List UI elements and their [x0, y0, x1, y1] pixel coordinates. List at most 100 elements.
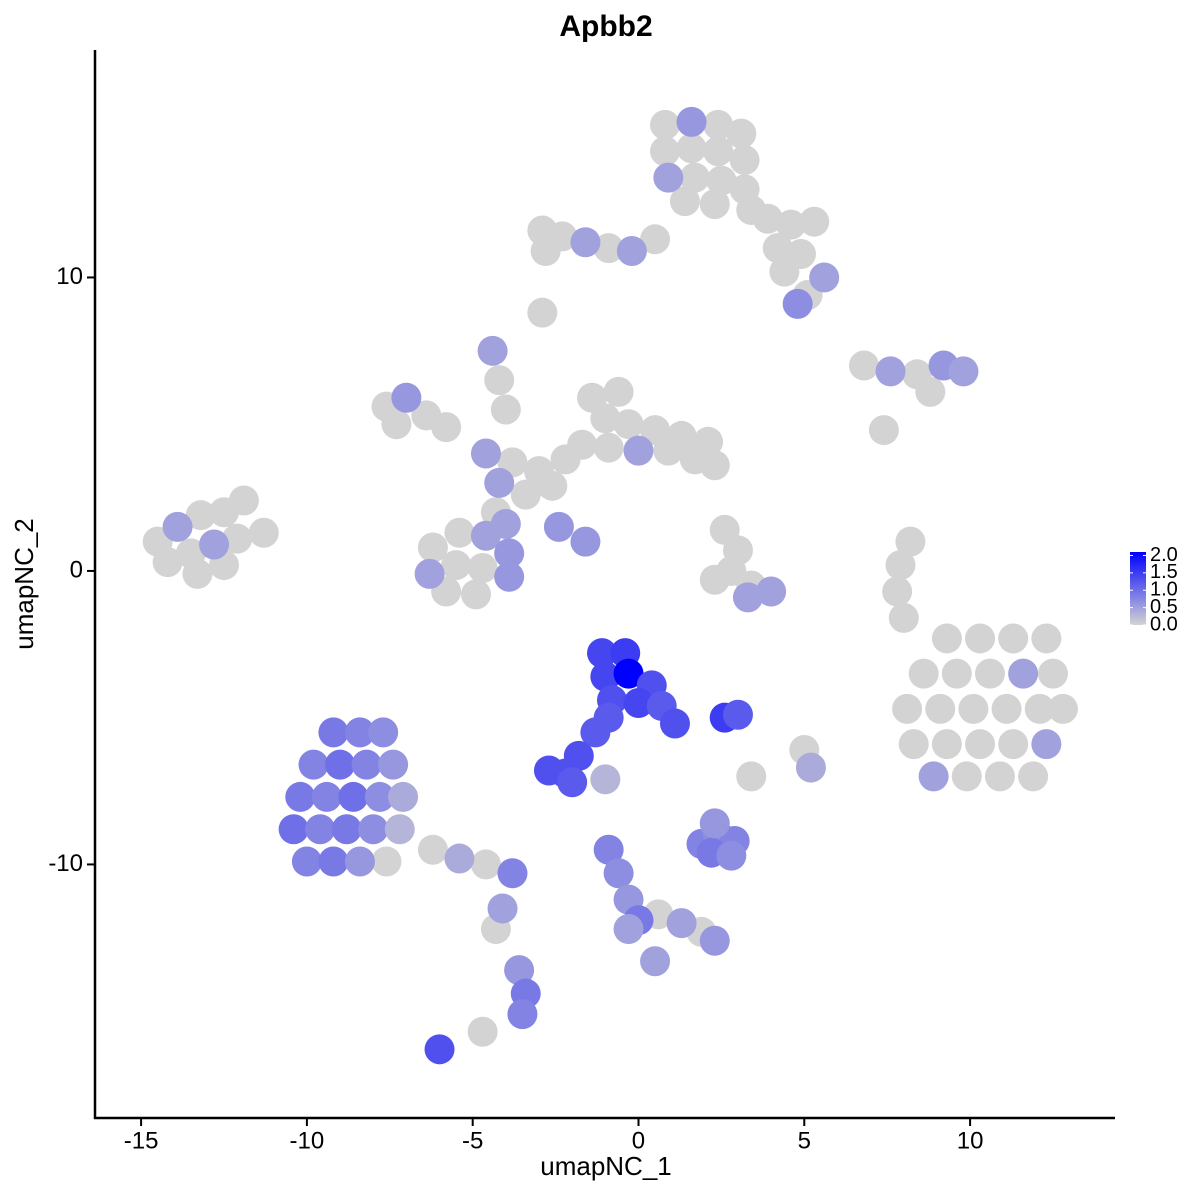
point — [799, 206, 830, 237]
point — [537, 470, 568, 501]
point — [543, 511, 574, 542]
point — [729, 145, 760, 176]
point — [613, 913, 644, 944]
point — [182, 558, 213, 589]
point — [951, 761, 982, 792]
point — [497, 858, 528, 889]
point — [1047, 693, 1078, 724]
x-tick-label: -5 — [462, 1127, 483, 1154]
point — [888, 602, 919, 633]
point — [1018, 761, 1049, 792]
point — [918, 761, 949, 792]
point — [417, 532, 448, 563]
point — [388, 781, 419, 812]
point — [550, 444, 581, 475]
point — [699, 189, 730, 220]
point — [285, 781, 316, 812]
point — [228, 485, 259, 516]
point — [1024, 693, 1055, 724]
point — [762, 233, 793, 264]
x-tick-label: 0 — [632, 1127, 645, 1154]
point — [530, 236, 561, 267]
point — [417, 834, 448, 865]
point — [593, 233, 624, 264]
x-axis-label: umapNC_1 — [540, 1151, 672, 1181]
point — [484, 365, 515, 396]
point — [756, 576, 787, 607]
point — [782, 288, 813, 319]
point — [152, 547, 183, 578]
point — [162, 511, 193, 542]
point — [494, 538, 525, 569]
point — [769, 256, 800, 287]
point — [650, 136, 681, 167]
point — [958, 693, 989, 724]
point — [703, 109, 734, 140]
point — [590, 764, 621, 795]
point — [679, 162, 710, 193]
point — [669, 186, 700, 217]
point — [325, 749, 356, 780]
point — [998, 729, 1029, 760]
point — [650, 109, 681, 140]
point — [965, 623, 996, 654]
point — [895, 526, 926, 557]
point — [868, 415, 899, 446]
point — [603, 376, 634, 407]
point — [424, 1034, 455, 1065]
point — [998, 623, 1029, 654]
point — [931, 729, 962, 760]
point — [1031, 729, 1062, 760]
point — [699, 808, 730, 839]
point — [298, 749, 329, 780]
point — [570, 526, 601, 557]
y-tick-label: -10 — [48, 850, 83, 877]
point — [623, 435, 654, 466]
color-tick-label: 2.0 — [1150, 544, 1178, 566]
point — [587, 638, 618, 669]
point — [653, 435, 684, 466]
point — [593, 834, 624, 865]
color-tick-label: 0.0 — [1150, 613, 1178, 635]
point — [358, 814, 389, 845]
point — [527, 297, 558, 328]
point — [965, 729, 996, 760]
point — [882, 576, 913, 607]
point — [898, 729, 929, 760]
point — [470, 849, 501, 880]
chart-title: Apbb2 — [559, 10, 652, 43]
x-tick-label: -10 — [290, 1127, 325, 1154]
point — [716, 840, 747, 871]
point — [504, 955, 535, 986]
point — [699, 450, 730, 481]
point — [613, 658, 644, 689]
point — [351, 749, 382, 780]
point — [444, 843, 475, 874]
point — [291, 846, 322, 877]
point — [441, 550, 472, 581]
point — [640, 224, 671, 255]
point — [848, 350, 879, 381]
point — [752, 203, 783, 234]
point — [391, 382, 422, 413]
point — [484, 467, 515, 498]
point — [616, 236, 647, 267]
point — [809, 262, 840, 293]
point — [941, 658, 972, 689]
x-tick-label: -15 — [124, 1127, 159, 1154]
y-tick-label: 10 — [56, 263, 83, 290]
point — [510, 479, 541, 510]
point — [318, 717, 349, 748]
point — [467, 1016, 498, 1047]
point — [590, 403, 621, 434]
color-tick-label: 1.5 — [1150, 561, 1178, 583]
point — [699, 925, 730, 956]
point — [736, 761, 767, 792]
point — [444, 517, 475, 548]
color-tick-label: 0.5 — [1150, 596, 1178, 618]
point — [494, 561, 525, 592]
point — [948, 356, 979, 387]
point — [722, 699, 753, 730]
point — [222, 523, 253, 554]
point — [318, 846, 349, 877]
